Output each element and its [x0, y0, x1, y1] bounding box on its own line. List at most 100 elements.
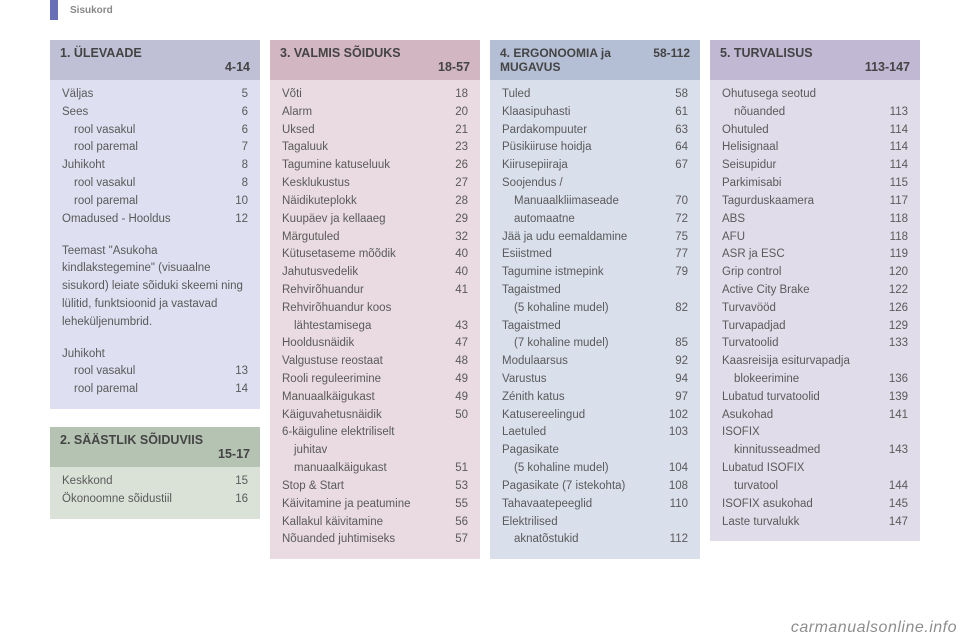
- toc-row-label: Esiistmed: [502, 246, 660, 264]
- toc-row-page: 72: [660, 211, 688, 229]
- toc-row-label: Soojendus /: [502, 175, 660, 193]
- toc-row-page: 7: [220, 139, 248, 157]
- toc-row: Soojendus /: [502, 175, 688, 193]
- toc-row: Püsikiiruse hoidja64: [502, 139, 688, 157]
- toc-row-page: 58: [660, 86, 688, 104]
- panel-ergonomics-body: Tuled58Klaasipuhasti61Pardakompuuter63Pü…: [490, 80, 700, 559]
- toc-row-label: Varustus: [502, 371, 660, 389]
- column-2: 3. VALMIS SÕIDUKS 18-57 Võti18Alarm20Uks…: [270, 40, 480, 559]
- toc-row-page: [440, 442, 468, 460]
- toc-row: turvatool144: [722, 478, 908, 496]
- toc-row: Seisupidur114: [722, 157, 908, 175]
- toc-row-label: Nõuanded juhtimiseks: [282, 531, 440, 549]
- toc-row-label: Käivitamine ja peatumine: [282, 496, 440, 514]
- toc-row-page: 32: [440, 229, 468, 247]
- section-tab-marker: [50, 0, 58, 20]
- toc-row: Sees6: [62, 104, 248, 122]
- toc-row-page: 118: [880, 211, 908, 229]
- toc-row-page: 8: [220, 175, 248, 193]
- toc-row: Ökonoomne sõidustiil16: [62, 491, 248, 509]
- toc-row: Laetuled103: [502, 424, 688, 442]
- toc-row-page: 14: [220, 381, 248, 399]
- toc-row-label: Jää ja udu eemaldamine: [502, 229, 660, 247]
- toc-row-page: 133: [880, 335, 908, 353]
- toc-row: Võti18: [282, 86, 468, 104]
- toc-row: kinnitusseadmed143: [722, 442, 908, 460]
- toc-row-label: Kesklukustus: [282, 175, 440, 193]
- toc-row-label: Kiirusepiiraja: [502, 157, 660, 175]
- toc-row: Tuled58: [502, 86, 688, 104]
- toc-row-label: Rehvirõhuandur: [282, 282, 440, 300]
- toc-row: ISOFIX asukohad145: [722, 496, 908, 514]
- toc-row-label: juhitav: [282, 442, 440, 460]
- toc-row: Modulaarsus92: [502, 353, 688, 371]
- toc-row-label: rool vasakul: [62, 122, 220, 140]
- toc-row: Ohutuled114: [722, 122, 908, 140]
- toc-row-page: 139: [880, 389, 908, 407]
- toc-row-page: 23: [440, 139, 468, 157]
- toc-row-page: 41: [440, 282, 468, 300]
- toc-row-page: 79: [660, 264, 688, 282]
- toc-row-label: Stop & Start: [282, 478, 440, 496]
- toc-row-label: Tagurduskaamera: [722, 193, 880, 211]
- toc-row-label: 6-käiguline elektriliselt: [282, 424, 440, 442]
- toc-row-page: 108: [660, 478, 688, 496]
- toc-row: Pagasikate: [502, 442, 688, 460]
- toc-row-label: Pardakompuuter: [502, 122, 660, 140]
- toc-row-page: 26: [440, 157, 468, 175]
- toc-row-label: Turvatoolid: [722, 335, 880, 353]
- toc-row: Tagaistmed: [502, 318, 688, 336]
- toc-row-page: 75: [660, 229, 688, 247]
- toc-row-label: Tahavaatepeeglid: [502, 496, 660, 514]
- toc-row-page: 64: [660, 139, 688, 157]
- toc-row-page: 51: [440, 460, 468, 478]
- toc-row-label: Juhikoht: [62, 346, 220, 364]
- toc-row-page: 63: [660, 122, 688, 140]
- toc-row-page: 8: [220, 157, 248, 175]
- toc-row-label: ISOFIX asukohad: [722, 496, 880, 514]
- toc-row-label: Rehvirõhuandur koos: [282, 300, 440, 318]
- watermark: carmanualsonline.info: [791, 619, 957, 637]
- toc-row: Hooldusnäidik47: [282, 335, 468, 353]
- toc-row: 6-käiguline elektriliselt: [282, 424, 468, 442]
- toc-row-label: Grip control: [722, 264, 880, 282]
- toc-row-page: 12: [220, 211, 248, 229]
- toc-row-label: Laste turvalukk: [722, 514, 880, 532]
- toc-row-page: 114: [880, 122, 908, 140]
- toc-row: Ohutusega seotud: [722, 86, 908, 104]
- toc-row: Pardakompuuter63: [502, 122, 688, 140]
- toc-row-page: 143: [880, 442, 908, 460]
- toc-row: (5 kohaline mudel)104: [502, 460, 688, 478]
- toc-row: Turvavööd126: [722, 300, 908, 318]
- toc-row-page: [660, 282, 688, 300]
- toc-row: Tagumine katuseluuk26: [282, 157, 468, 175]
- toc-row-page: [220, 346, 248, 364]
- toc-row-label: rool paremal: [62, 193, 220, 211]
- toc-row: rool paremal14: [62, 381, 248, 399]
- toc-row-label: Active City Brake: [722, 282, 880, 300]
- toc-row-page: 114: [880, 139, 908, 157]
- panel-overview-body: Väljas5Sees6rool vasakul6rool paremal7Ju…: [50, 80, 260, 409]
- column-1: 1. ÜLEVAADE 4-14 Väljas5Sees6rool vasaku…: [50, 40, 260, 559]
- toc-row: rool vasakul6: [62, 122, 248, 140]
- toc-row-label: turvatool: [722, 478, 880, 496]
- toc-row-label: rool vasakul: [62, 175, 220, 193]
- toc-row-page: 6: [220, 104, 248, 122]
- toc-row: Tahavaatepeeglid110: [502, 496, 688, 514]
- toc-row-label: rool paremal: [62, 381, 220, 399]
- toc-row-page: 18: [440, 86, 468, 104]
- panel-ready-body: Võti18Alarm20Uksed21Tagaluuk23Tagumine k…: [270, 80, 480, 559]
- toc-row-page: 114: [880, 157, 908, 175]
- panel-ready-range: 18-57: [280, 60, 470, 74]
- toc-row-label: Uksed: [282, 122, 440, 140]
- toc-row-page: 77: [660, 246, 688, 264]
- toc-row-page: 144: [880, 478, 908, 496]
- toc-row-page: 27: [440, 175, 468, 193]
- toc-columns: 1. ÜLEVAADE 4-14 Väljas5Sees6rool vasaku…: [50, 40, 920, 559]
- toc-row-label: Tagumine istmepink: [502, 264, 660, 282]
- toc-row: Klaasipuhasti61: [502, 104, 688, 122]
- toc-row: Rooli reguleerimine49: [282, 371, 468, 389]
- toc-row: Parkimisabi115: [722, 175, 908, 193]
- toc-row: Varustus94: [502, 371, 688, 389]
- toc-row-page: [660, 175, 688, 193]
